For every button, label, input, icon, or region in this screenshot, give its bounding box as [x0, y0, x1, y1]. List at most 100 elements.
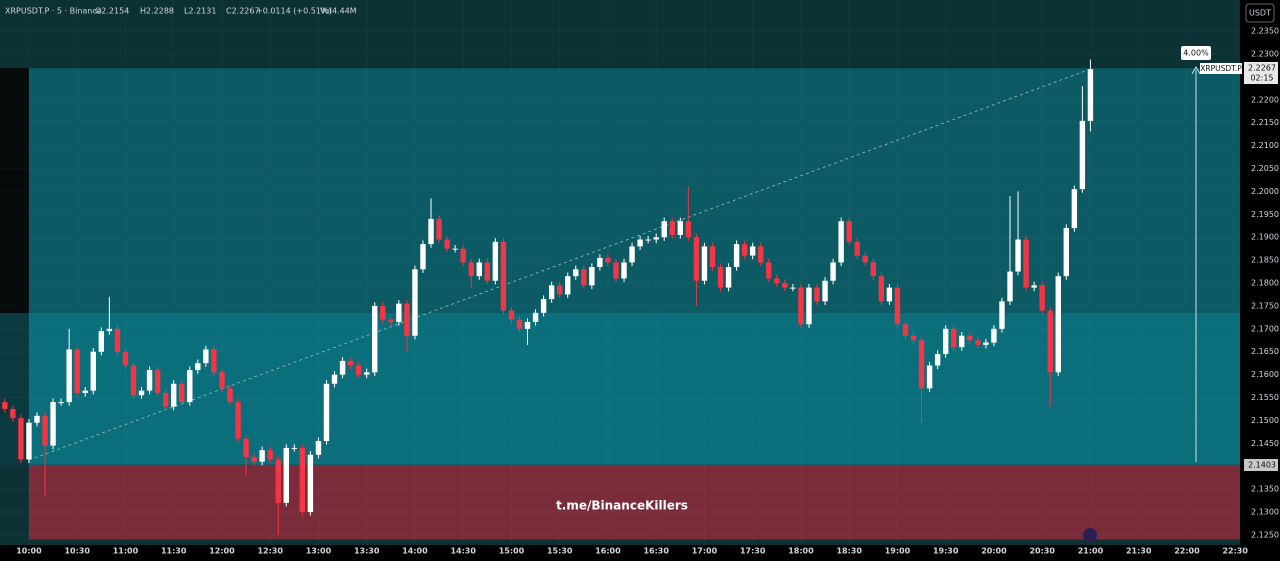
candle-body: [589, 267, 595, 286]
x-tick-label: 22:00: [1174, 547, 1200, 556]
x-tick-label: 10:00: [16, 547, 42, 556]
candle-body: [34, 415, 40, 423]
candle-body: [412, 269, 418, 336]
candle-body: [653, 237, 659, 240]
candle-body: [98, 331, 105, 352]
zone: [28, 464, 1240, 540]
measure-box: [1181, 46, 1211, 60]
candle-body: [637, 239, 643, 247]
candle-body: [701, 246, 708, 281]
candle-body: [82, 390, 88, 393]
candle-body: [661, 221, 667, 238]
candle-body: [1047, 310, 1053, 373]
candle-body: [556, 285, 563, 295]
candle-body: [524, 321, 531, 329]
y-tick-label: 2.1650: [1251, 347, 1279, 356]
candle-body: [227, 388, 233, 403]
candle-body: [540, 299, 547, 313]
change: +0.0114 (+0.51%): [256, 7, 332, 16]
candle-body: [363, 372, 370, 375]
candle-body: [251, 457, 257, 462]
candle-body: [347, 360, 354, 366]
candle-body: [460, 248, 466, 263]
y-tick-label: 2.2200: [1251, 95, 1279, 104]
candle-body: [605, 257, 611, 263]
candle-body: [902, 324, 909, 336]
price-box: [1244, 62, 1278, 84]
y-tick-label: 2.1900: [1251, 233, 1279, 242]
candle-body: [380, 305, 386, 320]
x-tick-label: 13:00: [306, 547, 332, 556]
candle-body: [179, 383, 185, 403]
left-shade: [0, 313, 29, 465]
candle-body: [782, 283, 788, 288]
candle-body: [452, 248, 458, 250]
symbol-box: [1200, 63, 1242, 74]
candle-body: [942, 328, 949, 355]
symbol-label: XRPUSDT.P: [1200, 64, 1242, 73]
candle-body: [870, 262, 877, 277]
y-tick-label: 2.1350: [1251, 485, 1279, 494]
candle-body: [926, 365, 933, 389]
candle-body: [854, 241, 860, 256]
candle-body: [645, 239, 651, 241]
candle-body: [114, 328, 121, 352]
candle-body: [814, 287, 820, 302]
candle-body: [548, 285, 555, 300]
x-tick-label: 17:30: [740, 547, 766, 556]
x-tick-label: 17:00: [692, 547, 718, 556]
candle-body: [733, 244, 740, 268]
candle-body: [267, 450, 273, 460]
candle-body: [774, 278, 780, 284]
candle-body: [838, 221, 844, 263]
candle-body: [211, 349, 217, 373]
candle-body: [154, 370, 161, 393]
candle-body: [195, 363, 201, 371]
candle-body: [428, 218, 434, 245]
y-tick-label: 2.1950: [1251, 210, 1279, 219]
candle-body: [315, 441, 322, 455]
arrow-head: [1191, 65, 1201, 75]
candle-body: [806, 287, 812, 325]
candle-body: [388, 319, 394, 322]
candle-body: [918, 340, 925, 389]
candle-body: [291, 447, 298, 449]
candle-body: [355, 365, 362, 375]
ohlc-high: H2.2288: [140, 7, 174, 16]
candle-body: [90, 351, 96, 391]
x-tick-label: 16:30: [643, 547, 669, 556]
candle-body: [693, 237, 700, 281]
candle-body: [1087, 69, 1094, 121]
candle-body: [613, 262, 619, 279]
candle-body: [822, 280, 828, 302]
candle-body: [1031, 285, 1037, 288]
candle-body: [484, 262, 491, 281]
candle-body: [1071, 189, 1078, 229]
x-tick-label: 12:00: [209, 547, 235, 556]
candle-body: [468, 262, 474, 277]
candle-body: [999, 301, 1005, 329]
currency-box[interactable]: [1245, 3, 1275, 23]
candle-body: [830, 262, 836, 281]
symbol-title: XRPUSDT.P · 5 · Binance: [5, 7, 102, 16]
candle-body: [934, 354, 941, 366]
candle-body: [1007, 271, 1013, 302]
candle-body: [18, 418, 24, 460]
candle-body: [299, 447, 306, 513]
candle-body: [967, 335, 973, 341]
candle-body: [749, 246, 756, 256]
y-tick-label: 2.2000: [1251, 187, 1279, 196]
candle-body: [106, 328, 113, 332]
candle-body: [717, 267, 724, 288]
x-tick-label: 12:30: [257, 547, 283, 556]
candle-body: [331, 374, 338, 384]
candle-body: [275, 459, 281, 503]
candle-body: [766, 262, 772, 279]
x-tick-label: 18:00: [788, 547, 814, 556]
ohlc-open: O2.2154: [95, 7, 129, 16]
measure-label: 4.00%: [1183, 49, 1209, 58]
candle-body: [26, 422, 32, 460]
y-tick-label: 2.1550: [1251, 393, 1279, 402]
currency[interactable]: USDT: [1249, 9, 1271, 18]
candle-body: [878, 276, 885, 302]
